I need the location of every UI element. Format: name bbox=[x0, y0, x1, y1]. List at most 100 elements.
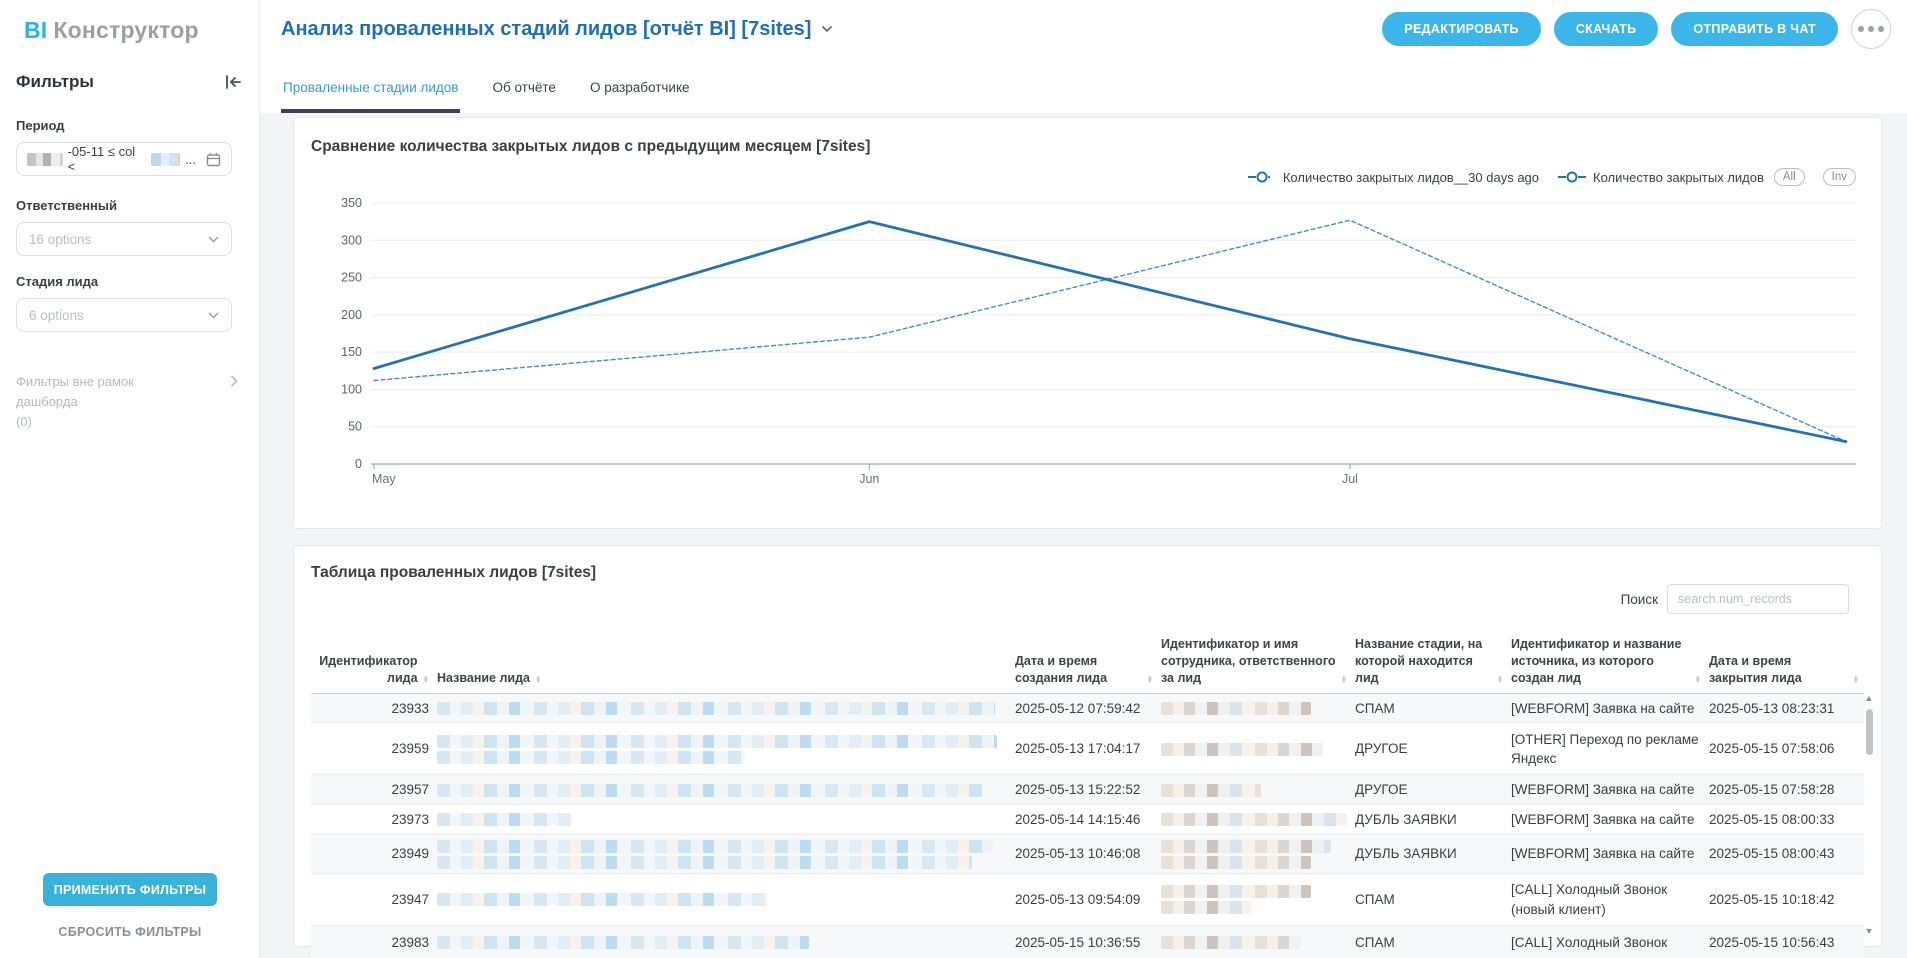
redacted-text bbox=[1161, 901, 1251, 915]
tab-about-report[interactable]: Об отчёте bbox=[492, 80, 556, 95]
cell-responsible-redacted bbox=[1161, 808, 1347, 830]
sort-icon: ▲ ▼ bbox=[1496, 673, 1503, 686]
title-chevron-down-icon[interactable] bbox=[821, 25, 833, 33]
cell-source: [WEBFORM] Заявка на сайте bbox=[1511, 812, 1695, 828]
svg-text:300: 300 bbox=[341, 233, 362, 247]
cell-stage: СПАМ bbox=[1355, 934, 1395, 950]
legend-all-button[interactable]: All bbox=[1773, 168, 1805, 186]
column-header-6[interactable]: Дата и время закрытия лида ▲ ▼ bbox=[1709, 653, 1859, 687]
cell-source: [WEBFORM] Заявка на сайте bbox=[1511, 846, 1695, 862]
table-scrollbar[interactable]: ▲ ▼ bbox=[1863, 694, 1875, 936]
cell-created-at: 2025-05-13 09:54:09 bbox=[1015, 891, 1141, 907]
cell-lead-id: 23933 bbox=[391, 700, 429, 716]
stage-value: 6 options bbox=[29, 307, 84, 323]
chevron-down-icon bbox=[208, 311, 219, 319]
search-label: Поиск bbox=[1620, 591, 1658, 607]
reset-filters-button[interactable]: СБРОСИТЬ ФИЛЬТРЫ bbox=[0, 925, 260, 939]
ellipsis-icon bbox=[1868, 26, 1874, 32]
scroll-down-icon[interactable]: ▼ bbox=[1864, 926, 1874, 936]
svg-text:0: 0 bbox=[355, 457, 362, 471]
more-options-button[interactable] bbox=[1851, 9, 1891, 49]
legend-item-current[interactable]: Количество закрытых лидов bbox=[1557, 170, 1764, 185]
cell-lead-id: 23957 bbox=[391, 782, 429, 798]
outer-filters-count: (0) bbox=[16, 414, 32, 430]
table-row: 23959 2025-05-13 17:04:17 ДРУГОЕ [OTHER] Пе… bbox=[311, 722, 1864, 774]
redacted-text bbox=[437, 936, 809, 950]
filters-title: Фильтры bbox=[16, 72, 94, 91]
redacted-text bbox=[437, 855, 972, 869]
legend-label: Количество закрытых лидов__30 days ago bbox=[1282, 169, 1540, 185]
title-row: Анализ проваленных стадий лидов [отчёт B… bbox=[281, 0, 1891, 58]
main: Анализ проваленных стадий лидов [отчёт B… bbox=[260, 0, 1907, 958]
svg-text:100: 100 bbox=[341, 382, 362, 396]
search-input[interactable] bbox=[1667, 584, 1849, 614]
redacted-text bbox=[1161, 742, 1323, 756]
svg-text:Jul: Jul bbox=[1342, 472, 1358, 486]
svg-text:350: 350 bbox=[341, 196, 362, 210]
cell-source: [WEBFORM] Заявка на сайте bbox=[1511, 700, 1695, 716]
svg-text:150: 150 bbox=[341, 345, 362, 359]
cell-stage: СПАМ bbox=[1355, 891, 1395, 907]
cell-responsible-redacted bbox=[1161, 880, 1347, 918]
sort-icon: ▲ ▼ bbox=[1146, 673, 1153, 686]
cell-lead-name-redacted bbox=[437, 931, 1007, 953]
sidebar: BI Конструктор Фильтры Период -05-11 ≤ co… bbox=[0, 0, 260, 958]
legend-item-30-days-ago[interactable]: Количество закрытых лидов__30 days ago bbox=[1247, 170, 1539, 185]
outer-filters-link[interactable]: Фильтры вне рамок дашборда (0) bbox=[16, 372, 244, 432]
redacted-text bbox=[1161, 936, 1301, 950]
period-input[interactable]: -05-11 ≤ col < ... bbox=[16, 142, 232, 176]
tab-failed-stages[interactable]: Проваленные стадии лидов bbox=[281, 80, 461, 113]
logo-bi: BI bbox=[24, 17, 48, 43]
send-to-chat-button[interactable]: ОТПРАВИТЬ В ЧАТ bbox=[1671, 12, 1838, 46]
cell-closed-at: 2025-05-15 08:00:43 bbox=[1709, 846, 1835, 862]
table-row: 23949 2025-05-13 10:46:08 ДУБЛЬ ЗАЯВКИ [WEB… bbox=[311, 833, 1864, 873]
filter-stage: Стадия лида 6 options bbox=[16, 274, 232, 332]
cell-responsible-redacted bbox=[1161, 697, 1347, 719]
responsible-label: Ответственный bbox=[16, 198, 117, 213]
responsible-select[interactable]: 16 options bbox=[16, 222, 232, 256]
cell-responsible-redacted bbox=[1161, 738, 1347, 760]
svg-text:250: 250 bbox=[341, 271, 362, 285]
scrollbar-thumb[interactable] bbox=[1866, 709, 1873, 755]
cell-closed-at: 2025-05-15 08:00:33 bbox=[1709, 812, 1835, 828]
cell-source: [CALL] Холодный Звонок bbox=[1511, 934, 1668, 950]
cell-closed-at: 2025-05-15 10:56:43 bbox=[1709, 934, 1835, 950]
column-header-5[interactable]: Идентификатор и название источника, из к… bbox=[1511, 636, 1701, 687]
stage-select[interactable]: 6 options bbox=[16, 298, 232, 332]
cell-lead-id: 23949 bbox=[391, 846, 429, 862]
cell-responsible-redacted bbox=[1161, 835, 1347, 873]
period-value: -05-11 ≤ col < bbox=[67, 144, 136, 174]
redacted-text bbox=[1161, 839, 1331, 853]
column-header-0[interactable]: Идентификатор лида ▲ ▼ bbox=[311, 653, 429, 687]
legend-inv-button[interactable]: Inv bbox=[1822, 168, 1856, 186]
redacted-date-end bbox=[150, 152, 181, 166]
collapse-sidebar-icon[interactable] bbox=[223, 73, 243, 91]
table-search: Поиск bbox=[1621, 584, 1849, 614]
table-row: 23957 2025-05-13 15:22:52 ДРУГОЕ [WEBFORM] … bbox=[311, 774, 1864, 805]
svg-text:200: 200 bbox=[341, 308, 362, 322]
edit-button[interactable]: РЕДАКТИРОВАТЬ bbox=[1382, 12, 1541, 46]
sort-icon: ▲ ▼ bbox=[535, 673, 542, 686]
apply-filters-button[interactable]: ПРИМЕНИТЬ ФИЛЬТРЫ bbox=[43, 873, 217, 906]
calendar-icon bbox=[206, 152, 221, 167]
topbar: Анализ проваленных стадий лидов [отчёт B… bbox=[260, 0, 1907, 113]
column-header-3[interactable]: Идентификатор и имя сотрудника, ответств… bbox=[1161, 636, 1347, 687]
cell-stage: ДУБЛЬ ЗАЯВКИ bbox=[1355, 846, 1457, 862]
period-label: Период bbox=[16, 118, 65, 133]
column-header-1[interactable]: Название лида ▲ ▼ bbox=[437, 670, 1007, 687]
responsible-value: 16 options bbox=[29, 231, 92, 247]
tab-about-developer[interactable]: О разработчике bbox=[589, 80, 690, 95]
logo: BI Конструктор bbox=[24, 17, 199, 44]
table-title: Таблица проваленных лидов [7sites] bbox=[311, 564, 597, 581]
redacted-text bbox=[1161, 885, 1311, 899]
download-button[interactable]: СКАЧАТЬ bbox=[1553, 12, 1659, 46]
cell-created-at: 2025-05-15 10:36:55 bbox=[1015, 934, 1141, 950]
column-header-4[interactable]: Название стадии, на которой находится ли… bbox=[1355, 636, 1503, 687]
stage-label: Стадия лида bbox=[16, 274, 99, 289]
cell-created-at: 2025-05-14 14:15:46 bbox=[1015, 812, 1141, 828]
cell-lead-id: 23947 bbox=[391, 891, 429, 907]
column-header-2[interactable]: Дата и время создания лида ▲ ▼ bbox=[1015, 653, 1153, 687]
ellipsis-icon bbox=[1858, 26, 1864, 32]
scroll-up-icon[interactable]: ▲ bbox=[1864, 693, 1874, 703]
